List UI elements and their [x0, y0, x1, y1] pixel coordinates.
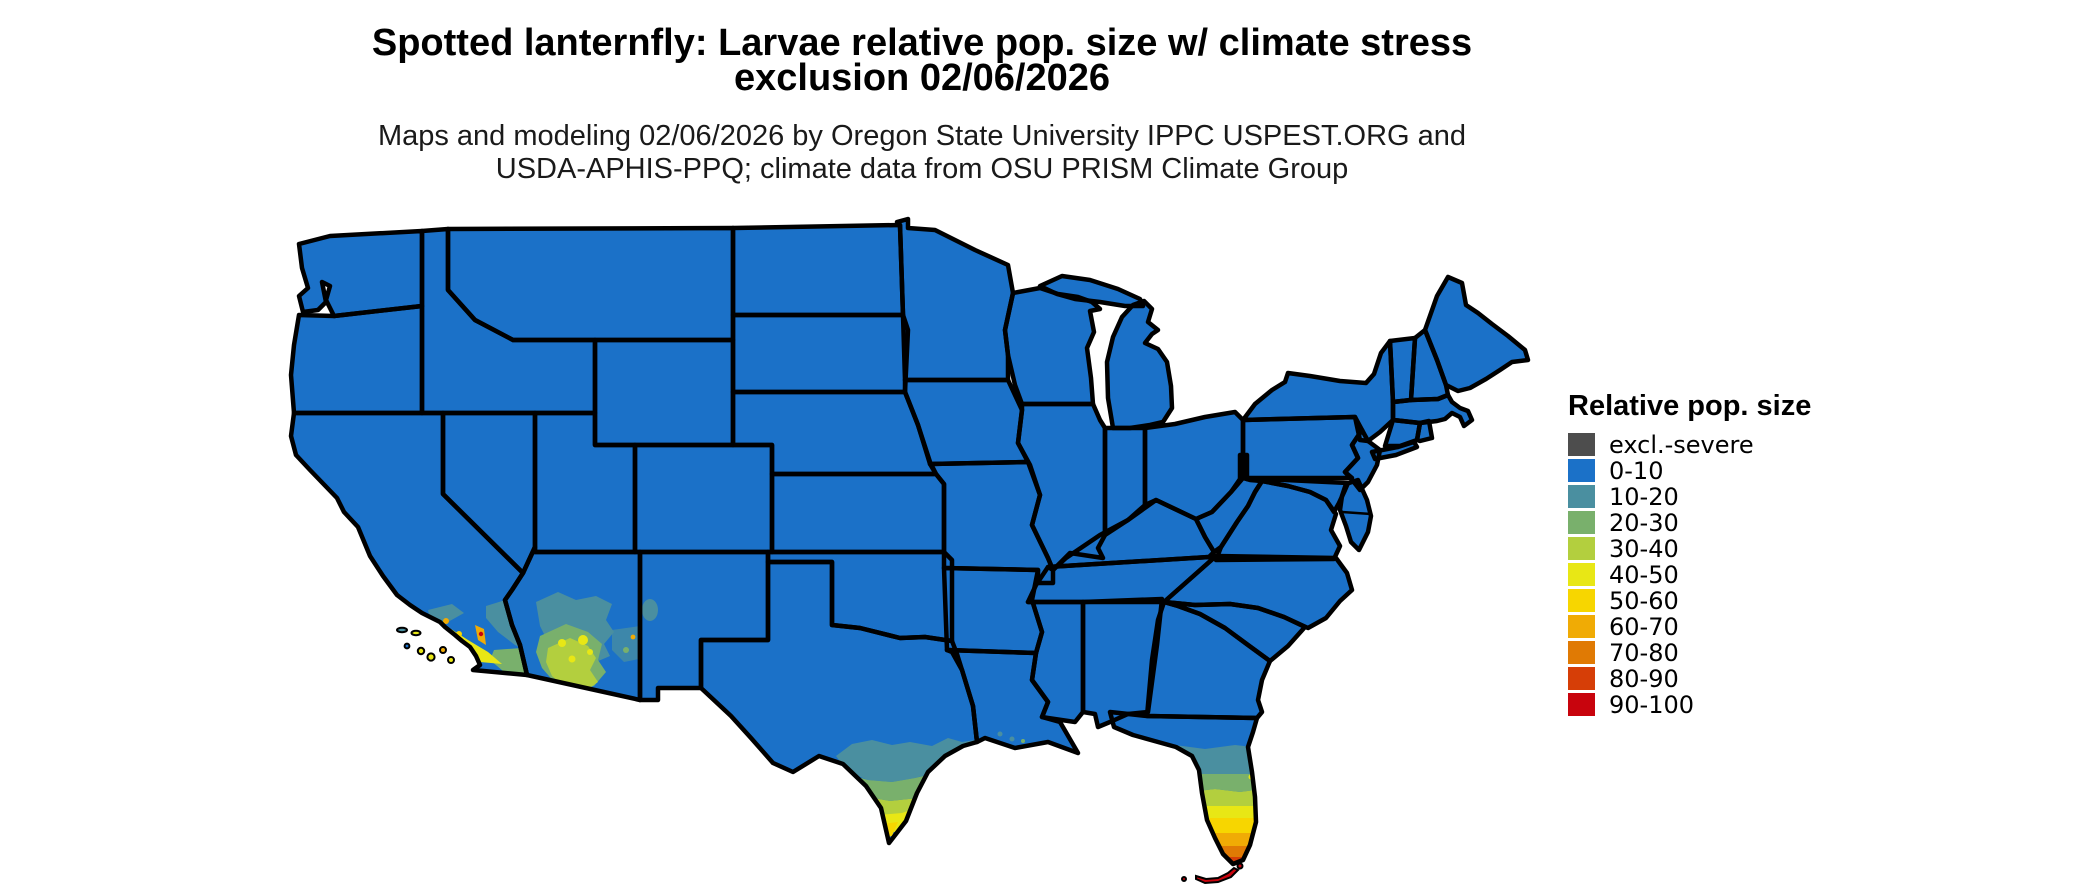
- legend-item-label: 80-90: [1609, 664, 1679, 693]
- legend-swatch: [1568, 693, 1595, 716]
- legend-item: excl.-severe: [1568, 430, 1888, 459]
- legend-item-label: excl.-severe: [1609, 430, 1754, 459]
- heat-new-mexico-edge: [642, 599, 658, 621]
- legend-item-label: 40-50: [1609, 560, 1679, 589]
- legend-item-label: 30-40: [1609, 534, 1679, 563]
- channel-island: [410, 629, 422, 637]
- legend-swatch: [1568, 433, 1595, 456]
- state-borders: [291, 219, 1528, 864]
- state-colorado: [635, 445, 772, 552]
- map-title-line1: Spotted lanternfly: Larvae relative pop.…: [371, 22, 1473, 64]
- state-montana: [448, 228, 733, 340]
- florida-keys-dot: [1181, 876, 1187, 882]
- channel-island: [439, 646, 447, 654]
- heat-southwest-arizona: [536, 592, 640, 692]
- legend-swatch: [1568, 563, 1595, 586]
- map-subtitle: Maps and modeling 02/06/2026 by Oregon S…: [0, 120, 1844, 186]
- legend-item-label: 70-80: [1609, 638, 1679, 667]
- delaware-maryland-line: [1340, 510, 1373, 516]
- state-wyoming: [595, 340, 733, 445]
- state-arkansas: [944, 568, 1042, 653]
- state-pennsylvania: [1243, 417, 1362, 478]
- legend-item-label: 0-10: [1609, 456, 1664, 485]
- heat-south-texas: [836, 738, 975, 843]
- legend-swatch: [1568, 641, 1595, 664]
- state-north-dakota: [733, 225, 903, 315]
- channel-island: [403, 642, 411, 650]
- legend-item: 50-60: [1568, 586, 1888, 615]
- legend-item: 0-10: [1568, 456, 1888, 485]
- channel-island: [416, 646, 426, 656]
- state-oregon: [291, 306, 422, 413]
- legend-item-label: 90-100: [1609, 690, 1695, 719]
- legend-item: 10-20: [1568, 482, 1888, 511]
- channel-island: [396, 626, 408, 634]
- state-kansas: [772, 474, 944, 552]
- heat-louisiana-coast-dot: [997, 731, 1003, 737]
- legend-item-label: 10-20: [1609, 482, 1679, 511]
- map-subtitle-line1: Maps and modeling 02/06/2026 by Oregon S…: [377, 120, 1467, 152]
- florida-keys: [1195, 866, 1240, 885]
- legend-item-label: 50-60: [1609, 586, 1679, 615]
- legend-swatch: [1568, 537, 1595, 560]
- legend-item: 20-30: [1568, 508, 1888, 537]
- legend-swatch: [1568, 459, 1595, 482]
- map-title-line2: exclusion 02/06/2026: [733, 57, 1111, 99]
- heat-louisiana-coast-dot: [1009, 736, 1015, 742]
- map-subtitle-line2: USDA-APHIS-PPQ; climate data from OSU PR…: [495, 153, 1349, 185]
- map-title: Spotted lanternfly: Larvae relative pop.…: [0, 22, 1844, 99]
- channel-island: [426, 652, 436, 662]
- state-south-dakota: [733, 315, 908, 392]
- legend-swatch: [1568, 667, 1595, 690]
- heat-louisiana-coast-dot: [1021, 739, 1025, 743]
- legend-item: 90-100: [1568, 690, 1888, 719]
- legend-item: 30-40: [1568, 534, 1888, 563]
- legend-item-label: 20-30: [1609, 508, 1679, 537]
- legend-item: 80-90: [1568, 664, 1888, 693]
- state-washington: [299, 231, 422, 316]
- legend: Relative pop. size excl.-severe 0-10 10-20…: [1568, 390, 1888, 719]
- legend-title: Relative pop. size: [1568, 390, 1812, 422]
- state-michigan: [1107, 301, 1172, 428]
- legend-swatch: [1568, 589, 1595, 612]
- legend-item: 70-80: [1568, 638, 1888, 667]
- islands: [396, 626, 1244, 885]
- legend-swatch: [1568, 615, 1595, 638]
- legend-swatch: [1568, 511, 1595, 534]
- legend-swatch: [1568, 485, 1595, 508]
- legend-item-label: 60-70: [1609, 612, 1679, 641]
- florida-keys-dot: [1236, 862, 1244, 870]
- legend-item: 40-50: [1568, 560, 1888, 589]
- state-minnesota: [897, 219, 1013, 380]
- channel-island: [447, 656, 455, 664]
- legend-items: excl.-severe 0-10 10-20 20-30 30-40 40-50 50-6…: [1568, 430, 1888, 719]
- legend-item: 60-70: [1568, 612, 1888, 641]
